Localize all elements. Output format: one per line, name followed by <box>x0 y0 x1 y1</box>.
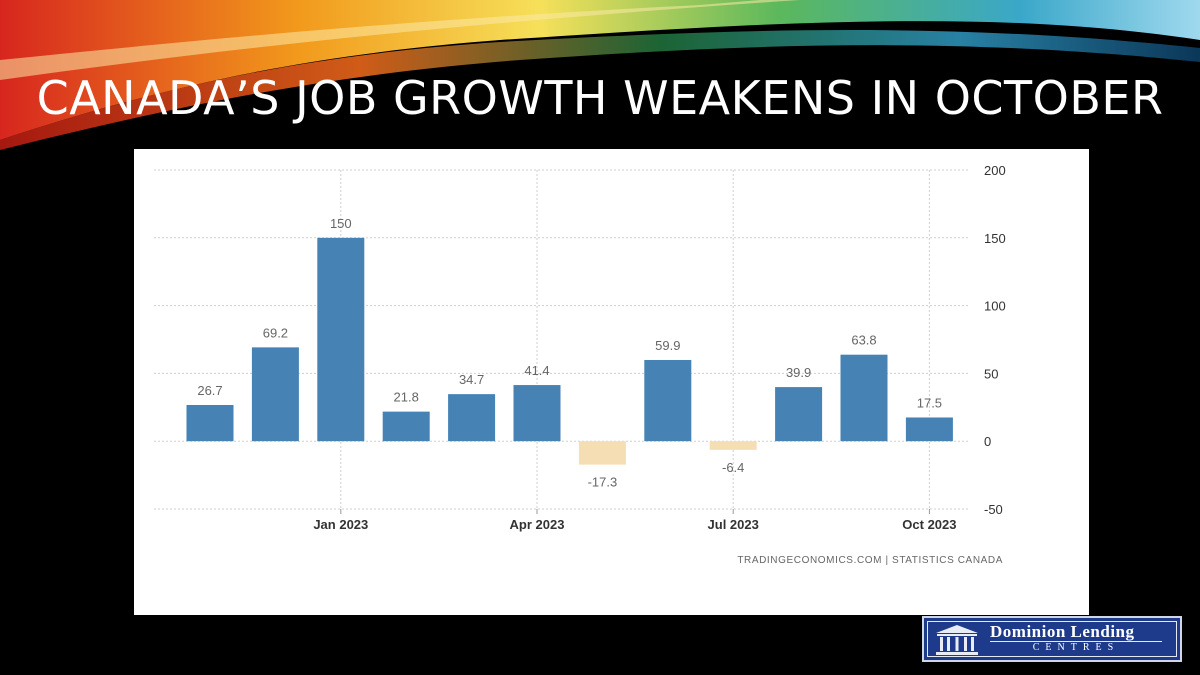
data-label: 59.9 <box>655 338 680 353</box>
y-tick-label: 100 <box>984 299 1006 314</box>
decorative-swoosh <box>0 0 1200 150</box>
data-label: 150 <box>330 216 352 231</box>
y-tick-label: 50 <box>984 366 998 381</box>
x-tick-label: Jan 2023 <box>313 517 368 532</box>
bar <box>775 387 823 442</box>
data-label: 21.8 <box>394 390 419 405</box>
y-tick-label: 200 <box>984 163 1006 178</box>
x-tick-label: Oct 2023 <box>902 517 956 532</box>
bar <box>709 441 757 450</box>
dominion-lending-logo: Dominion Lending CENTRES <box>922 616 1182 662</box>
data-label: -17.3 <box>588 475 618 490</box>
building-columns-icon <box>936 625 978 655</box>
logo-subtitle: CENTRES <box>1032 642 1120 653</box>
bar <box>840 354 888 442</box>
data-label: 39.9 <box>786 365 811 380</box>
bar <box>578 441 626 465</box>
bar <box>448 394 496 442</box>
data-label: 63.8 <box>851 333 876 348</box>
y-tick-label: 150 <box>984 231 1006 246</box>
bar <box>186 404 234 442</box>
bar <box>317 237 365 442</box>
bar <box>513 385 561 442</box>
data-label: 26.7 <box>197 383 222 398</box>
bar-chart: 200 150 100 50 0 -50 Jan 2023 Apr 2023 Jul 2023 O… <box>154 163 1006 532</box>
logo-frame <box>927 621 1177 657</box>
chart-panel: 200 150 100 50 0 -50 Jan 2023 Apr 2023 Jul 2023 O… <box>134 149 1089 615</box>
logo-name: Dominion Lending <box>990 622 1135 641</box>
bar <box>251 347 299 442</box>
source-note: TRADINGECONOMICS.COM | STATISTICS CANADA <box>737 555 1003 566</box>
y-tick-label: 0 <box>984 434 991 449</box>
data-label: 69.2 <box>263 325 288 340</box>
x-tick-label: Apr 2023 <box>510 517 565 532</box>
x-tick-label: Jul 2023 <box>708 517 759 532</box>
bar <box>905 417 953 442</box>
logo-divider <box>990 641 1162 642</box>
data-label: 41.4 <box>524 363 549 378</box>
data-label: 17.5 <box>917 395 942 410</box>
bar <box>382 411 430 442</box>
slide-title: CANADA’S JOB GROWTH WEAKENS IN OCTOBER <box>36 71 1164 125</box>
data-label: -6.4 <box>722 460 744 475</box>
bar <box>644 359 692 442</box>
y-tick-label: -50 <box>984 502 1003 517</box>
data-label: 34.7 <box>459 372 484 387</box>
